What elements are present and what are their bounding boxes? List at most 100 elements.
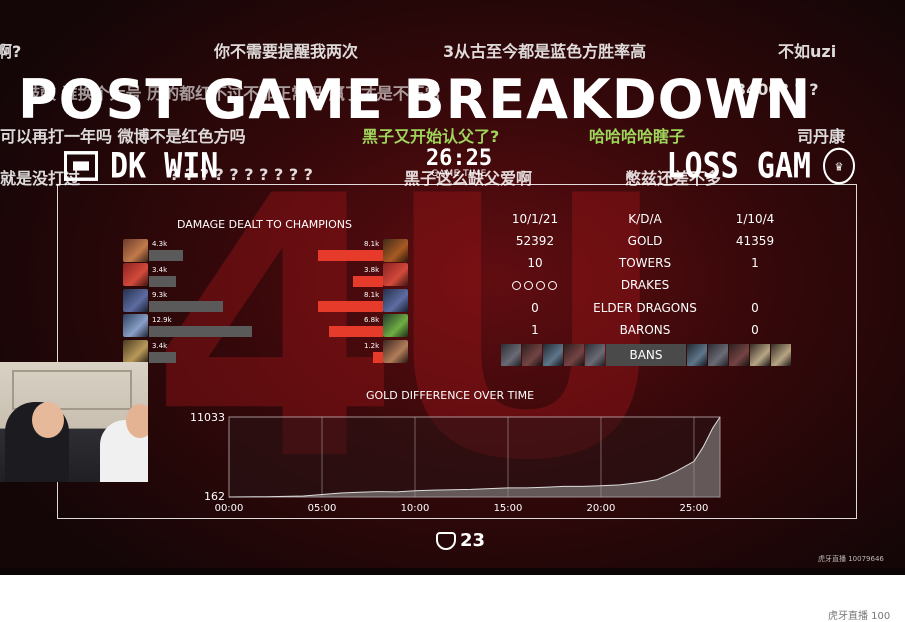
right-damage-bar xyxy=(318,301,383,312)
bottom-watermark: 虎牙直播 100 xyxy=(828,611,891,622)
left-damage-bar xyxy=(149,250,183,261)
chart-x-tick-label: 10:00 xyxy=(401,503,430,514)
drake-icon xyxy=(536,281,545,290)
danmaku-comment: 啊? xyxy=(0,42,22,61)
gam-logo-icon: ♛ xyxy=(823,147,855,185)
breakdown-panel xyxy=(57,184,857,519)
danmaku-comment: 3400? ? ? xyxy=(735,80,819,99)
left-ban-portrait xyxy=(522,344,542,366)
danmaku-comment: ? ? ? ? ? ? ? ? ? ? xyxy=(170,165,313,184)
stat-label: ELDER DRAGONS xyxy=(593,301,697,315)
right-damage-value: 8.1k xyxy=(364,291,380,299)
drake-icon xyxy=(524,281,533,290)
stat-row-gold: 52392 GOLD 41359 xyxy=(500,234,790,252)
drake-icon xyxy=(512,281,521,290)
gold-diff-title: GOLD DIFFERENCE OVER TIME xyxy=(366,389,535,402)
left-damage-value: 3.4k xyxy=(152,266,168,274)
right-damage-value: 1.2k xyxy=(364,342,380,350)
stat-row-drakes: DRAKES xyxy=(500,278,790,296)
right-champion-portrait xyxy=(383,263,408,286)
gold-diff-line xyxy=(228,416,721,498)
right-damage-value: 6.8k xyxy=(364,316,380,324)
stat-right-value: 0 xyxy=(751,323,759,337)
left-team-result: DK WIN xyxy=(110,145,219,187)
drake-icon xyxy=(548,281,557,290)
chart-x-tick-label: 20:00 xyxy=(587,503,616,514)
game-timer: 26:25 GAME TIME xyxy=(420,146,498,179)
right-ban-portrait xyxy=(729,344,749,366)
stat-row-towers: 10 TOWERS 1 xyxy=(500,256,790,274)
webcam-shelf xyxy=(12,370,132,410)
stat-label: GOLD xyxy=(627,234,663,248)
stat-left-value: 52392 xyxy=(515,234,555,248)
chart-y-tick-label: 11033 xyxy=(190,411,225,424)
bans-label: BANS xyxy=(606,344,686,366)
danmaku-comment: 就是没打过 xyxy=(0,169,81,188)
left-champion-portrait xyxy=(123,340,148,363)
bottom-bar xyxy=(0,575,905,622)
stat-row-kda: 10/1/21 K/D/A 1/10/4 xyxy=(500,212,790,230)
left-ban-portrait xyxy=(543,344,563,366)
stat-label: BARONS xyxy=(619,323,671,337)
danmaku-comment: 不如uzi xyxy=(778,42,837,61)
right-champion-portrait xyxy=(383,314,408,337)
gold-diff-area xyxy=(229,417,720,497)
worlds-trophy-icon xyxy=(436,531,456,550)
danmaku-comment: 司丹康 xyxy=(797,127,846,146)
dk-logo-icon xyxy=(64,151,98,181)
right-damage-value: 3.8k xyxy=(364,266,380,274)
left-damage-value: 9.3k xyxy=(152,291,168,299)
stat-row-barons: 1 BARONS 0 xyxy=(500,323,790,341)
damage-title: DAMAGE DEALT TO CHAMPIONS xyxy=(177,218,352,231)
danmaku-comment: 哈哈哈哈瞎子 xyxy=(589,127,686,146)
stat-left-value: 1 xyxy=(531,323,539,337)
left-champion-portrait xyxy=(123,314,148,337)
stat-row-elder: 0 ELDER DRAGONS 0 xyxy=(500,301,790,319)
worlds-year: 23 xyxy=(460,530,486,551)
right-team-result: LOSS GAM xyxy=(666,145,812,187)
right-damage-bar xyxy=(353,276,383,287)
left-ban-portrait xyxy=(564,344,584,366)
stat-label: DRAKES xyxy=(620,278,670,292)
left-damage-bar xyxy=(149,326,252,337)
stat-label: K/D/A xyxy=(628,212,662,226)
left-damage-bar xyxy=(149,301,223,312)
game-time-value: 26:25 xyxy=(425,146,493,171)
stat-left-value: 10 xyxy=(527,256,543,270)
bans-row: BANS xyxy=(501,344,792,366)
chart-x-tick-label: 25:00 xyxy=(680,503,709,514)
right-ban-portrait xyxy=(687,344,707,366)
stat-left-value: 0 xyxy=(531,301,539,315)
right-ban-portrait xyxy=(750,344,770,366)
danmaku-comment: 憋兹还差不多 xyxy=(625,169,722,188)
right-team-header: LOSS GAM ♛ xyxy=(666,145,855,187)
chart-x-tick-label: 15:00 xyxy=(494,503,523,514)
stream-watermark: 虎牙直播 10079646 xyxy=(818,555,884,563)
left-ban-portrait xyxy=(585,344,605,366)
danmaku-comment: 黑子这么缺父爱啊 xyxy=(404,169,533,188)
left-damage-value: 12.9k xyxy=(152,316,172,324)
left-drake-icons xyxy=(512,281,557,290)
left-team-header: DK WIN xyxy=(64,145,218,186)
stat-right-value: 0 xyxy=(751,301,759,315)
left-damage-bar xyxy=(149,276,176,287)
right-champion-portrait xyxy=(383,289,408,312)
danmaku-comment: 你不需要提醒我两次 xyxy=(214,42,359,61)
right-damage-bar xyxy=(318,250,383,261)
stat-right-value: 41359 xyxy=(735,234,775,248)
left-ban-portrait xyxy=(501,344,521,366)
right-champion-portrait xyxy=(383,239,408,262)
right-ban-portrait xyxy=(708,344,728,366)
stat-right-value: 1 xyxy=(751,256,759,270)
right-champion-portrait xyxy=(383,340,408,363)
left-champion-portrait xyxy=(123,263,148,286)
danmaku-comment: 鼓鼓 谁换个大号 历的都红不过不那正常吗 赢了才是不正常 xyxy=(24,84,441,103)
worlds-logo: 23 xyxy=(436,530,485,551)
left-damage-value: 4.3k xyxy=(152,240,168,248)
stat-label: TOWERS xyxy=(618,256,672,270)
right-damage-bar xyxy=(373,352,383,363)
game-time-label: GAME TIME xyxy=(431,169,487,179)
chart-y-tick-label: 162 xyxy=(204,490,225,503)
chart-x-tick-label: 00:00 xyxy=(215,503,244,514)
